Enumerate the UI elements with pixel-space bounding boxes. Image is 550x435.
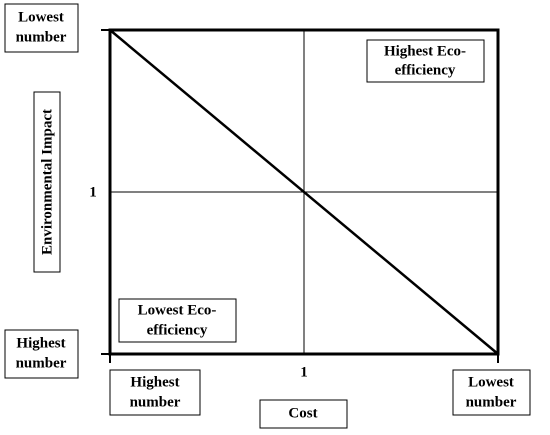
quadrant-box	[366, 39, 485, 83]
y-mid-tick-label: 1	[89, 184, 97, 200]
x-left-box	[109, 369, 201, 416]
quadrant-label: efficiency	[395, 62, 456, 78]
quadrant-label: Lowest Eco-	[138, 302, 217, 318]
diagonal-line	[109, 29, 499, 355]
x-left-label: number	[130, 394, 181, 410]
x-axis-label: Cost	[288, 405, 317, 421]
x-mid-tick-label: 1	[300, 364, 308, 380]
y-axis-label: Environmental Impact	[39, 109, 55, 255]
y-top-label: Lowest	[18, 9, 64, 25]
x-right-box	[452, 369, 531, 416]
y-top-label: number	[16, 29, 67, 45]
quadrant-box	[118, 298, 237, 343]
x-label-box	[259, 399, 348, 429]
y-top-box	[4, 3, 79, 53]
x-right-label: number	[466, 394, 517, 410]
x-left-label: Highest	[130, 374, 179, 390]
y-bottom-label: number	[16, 355, 67, 371]
quadrant-label: efficiency	[147, 322, 208, 338]
y-bottom-box	[4, 329, 79, 379]
y-label-box	[33, 91, 61, 273]
y-bottom-label: Highest	[16, 335, 65, 351]
quadrant-label: Highest Eco-	[384, 43, 466, 59]
plot-frame	[108, 28, 500, 356]
x-right-label: Lowest	[468, 374, 514, 390]
